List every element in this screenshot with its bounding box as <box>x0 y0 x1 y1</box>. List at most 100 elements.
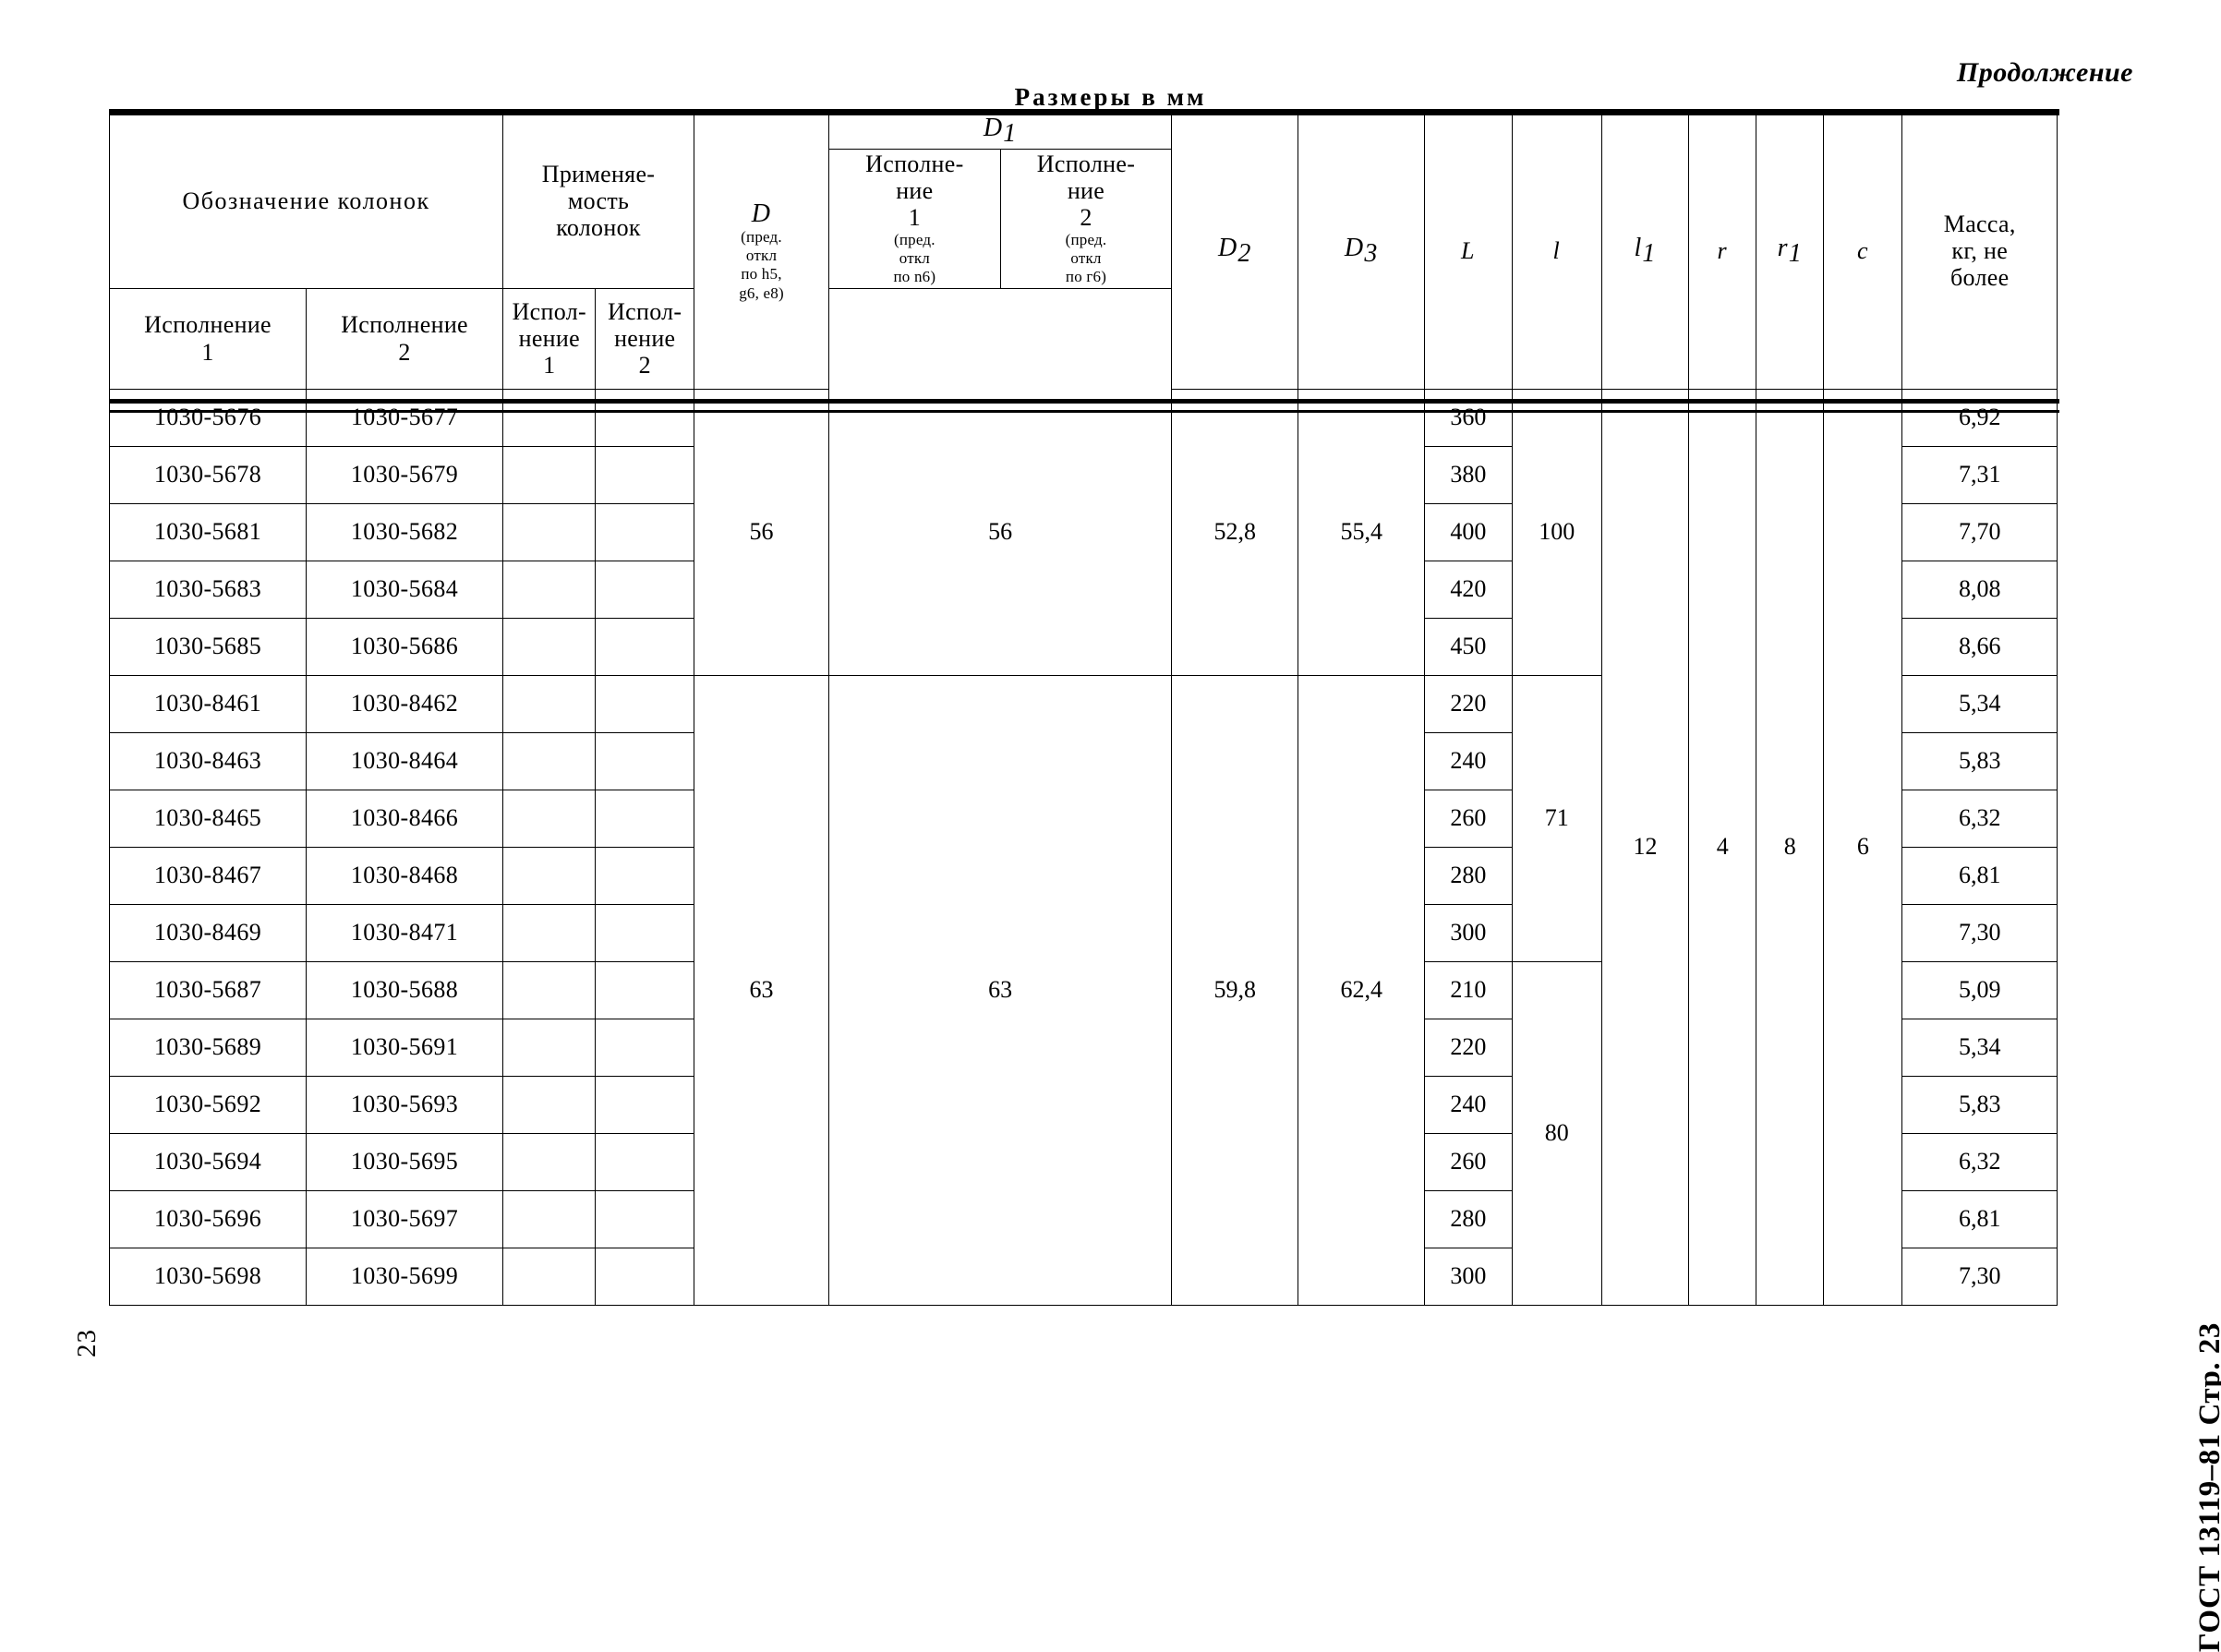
header-d1-exec1: Исполне- ние 1 (пред. откл по n6) <box>828 148 1001 289</box>
header-row-3: Исполнение 1 Исполнение 2 Испол- нение 1… <box>108 287 2058 390</box>
cell-exec1: 1030-8463 <box>108 731 308 790</box>
cell-exec2: 1030-5684 <box>306 560 504 619</box>
cell-exec2: 1030-5686 <box>306 617 504 676</box>
cell-mass: 8,08 <box>1901 560 2058 619</box>
cell-applic-exec1 <box>502 846 597 905</box>
cell-applic-exec1 <box>502 617 597 676</box>
header-d1-exec2: Исполне- ние 2 (пред. откл по г6) <box>999 148 1173 289</box>
header-l-column: l <box>1511 113 1602 390</box>
cell-exec1: 1030-5696 <box>108 1189 308 1248</box>
applicability-line-3: колонок <box>556 213 641 241</box>
cell-applic-exec1 <box>502 731 597 790</box>
applic-exec2-line-1: Испол- <box>608 297 682 325</box>
cell-L: 420 <box>1424 560 1513 619</box>
cell-exec1: 1030-8465 <box>108 789 308 848</box>
cell-exec1: 1030-5681 <box>108 502 308 561</box>
cell-exec2: 1030-5679 <box>306 445 504 504</box>
cell-applic-exec1 <box>502 903 597 962</box>
cell-L: 240 <box>1424 1075 1513 1134</box>
table-body: 1030-5676 1030-5677 56 56 52,8 55,4 360 … <box>108 389 2058 1306</box>
cell-mass: 5,83 <box>1901 731 2058 790</box>
d1-exec2-line-5: откл <box>1070 249 1102 268</box>
cell-applic-exec2 <box>595 1132 694 1191</box>
header-d3-column: D3 <box>1298 113 1426 390</box>
cell-D3: 55,4 <box>1298 389 1426 676</box>
cell-applic-exec2 <box>595 1018 694 1077</box>
cell-exec2: 1030-5695 <box>306 1132 504 1191</box>
cell-D2: 59,8 <box>1171 674 1299 1306</box>
applic-exec2-line-3: 2 <box>638 352 651 380</box>
cell-r1: 8 <box>1756 389 1825 1306</box>
cell-mass: 7,31 <box>1901 445 2058 504</box>
cell-exec2: 1030-8462 <box>306 674 504 733</box>
d1-symbol: D <box>983 114 1004 142</box>
header-mass-column: Масса, кг, не более <box>1901 113 2058 390</box>
mass-line-3: более <box>1950 264 2010 292</box>
cell-exec1: 1030-5687 <box>108 960 308 1019</box>
cell-L: 240 <box>1424 731 1513 790</box>
d-note-line-4: g6, e8) <box>739 283 784 302</box>
cell-applic-exec1 <box>502 1075 597 1134</box>
cell-exec2: 1030-5699 <box>306 1247 504 1306</box>
table-row: 1030-5685 1030-5686 450 8,66 <box>108 617 2058 676</box>
cell-D: 56 <box>693 389 830 676</box>
cell-D: 63 <box>693 674 830 1306</box>
cell-applic-exec2 <box>595 1075 694 1134</box>
d1-exec2-line-3: 2 <box>1080 204 1092 232</box>
d1-exec1-line-4: (пред. <box>894 231 935 249</box>
cell-applic-exec2 <box>595 1189 694 1248</box>
cell-l: 71 <box>1511 674 1602 962</box>
cell-D3: 62,4 <box>1298 674 1426 1306</box>
cell-applic-exec1 <box>502 789 597 848</box>
cell-exec1: 1030-5685 <box>108 617 308 676</box>
cell-D1: 56 <box>828 389 1173 676</box>
d-symbol: D <box>751 199 772 228</box>
cell-applic-exec2 <box>595 502 694 561</box>
d1-exec2-line-4: (пред. <box>1065 231 1107 249</box>
cell-r: 4 <box>1688 389 1757 1306</box>
d3-subscript: 3 <box>1364 239 1379 269</box>
cell-exec1: 1030-8469 <box>108 903 308 962</box>
dimensions-table-container: Обозначение колонок Применяе- мость коло… <box>108 113 2058 1332</box>
cell-mass: 6,81 <box>1901 1189 2058 1248</box>
cell-applic-exec2 <box>595 617 694 676</box>
header-d1-group: D1 <box>828 113 1173 150</box>
d-note-line-3: по h5, <box>741 265 782 283</box>
cell-L: 360 <box>1424 389 1513 447</box>
cell-applic-exec2 <box>595 846 694 905</box>
header-applic-exec2: Испол- нение 2 <box>595 287 694 390</box>
cell-applic-exec1 <box>502 389 597 447</box>
d1-exec2-line-1: Исполне- <box>1036 150 1136 177</box>
cell-mass: 7,70 <box>1901 502 2058 561</box>
cell-mass: 5,34 <box>1901 1018 2058 1077</box>
l1-symbol: l <box>1634 234 1643 262</box>
cell-applic-exec1 <box>502 445 597 504</box>
exec2-line-2: 2 <box>398 338 411 366</box>
cell-exec1: 1030-5676 <box>108 389 308 447</box>
standard-side-label: ГОСТ 13119–81 Стр. 23 <box>2193 1322 2221 1652</box>
cell-mass: 6,92 <box>1901 389 2058 447</box>
cell-D1: 63 <box>828 674 1173 1306</box>
cell-D2: 52,8 <box>1171 389 1299 676</box>
continuation-label: Продолжение <box>1956 57 2133 88</box>
cell-exec2: 1030-5682 <box>306 502 504 561</box>
table-row: 1030-8465 1030-8466 260 6,32 <box>108 789 2058 848</box>
table-row: 1030-5687 1030-5688 210 80 5,09 <box>108 960 2058 1306</box>
d1-exec1-line-3: 1 <box>908 204 922 232</box>
d3-symbol: D <box>1344 234 1365 262</box>
applic-exec1-line-2: нение <box>518 324 580 352</box>
r1-symbol: r <box>1777 234 1789 262</box>
table-top-rule <box>109 109 2059 115</box>
cell-exec2: 1030-8468 <box>306 846 504 905</box>
cell-applic-exec1 <box>502 560 597 619</box>
cell-exec1: 1030-5694 <box>108 1132 308 1191</box>
header-row-2: Исполне- ние 1 (пред. откл по n6) Исполн… <box>110 148 2058 289</box>
cell-applic-exec1 <box>502 502 597 561</box>
d-note-line-1: (пред. <box>741 228 782 247</box>
table-row: 1030-5696 1030-5697 280 6,81 <box>108 1189 2058 1248</box>
cell-applic-exec2 <box>595 903 694 962</box>
header-l1-column: l1 <box>1600 113 1690 390</box>
cell-L: 220 <box>1424 674 1513 733</box>
cell-c: 6 <box>1823 389 1903 1306</box>
d1-exec1-line-2: ние <box>896 176 934 204</box>
